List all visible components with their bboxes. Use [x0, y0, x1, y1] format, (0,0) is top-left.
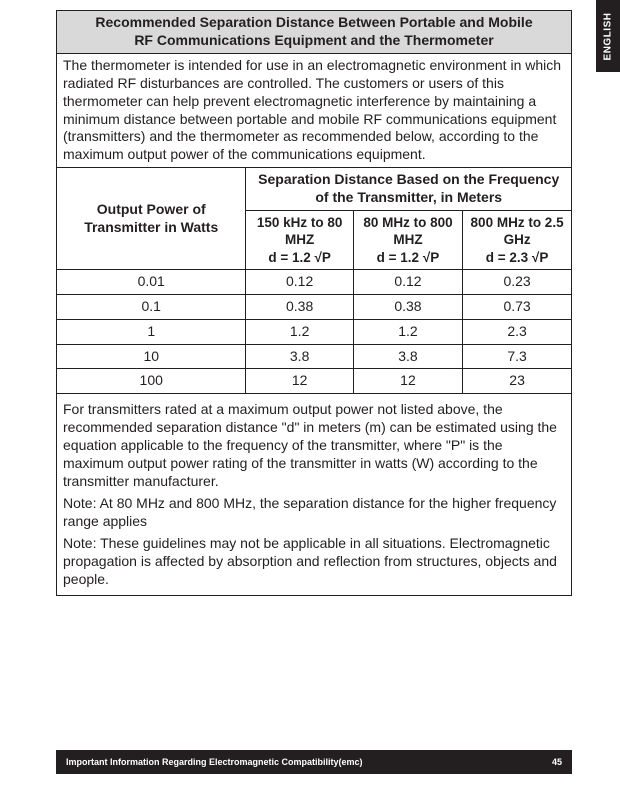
cell-val: 3.8 — [246, 344, 353, 369]
cell-val: 0.23 — [463, 269, 572, 294]
page-content: Recommended Separation Distance Between … — [0, 0, 620, 794]
footer-title: Important Information Regarding Electrom… — [66, 757, 363, 767]
col2-formula: d = 2.3 √P — [486, 250, 549, 265]
cell-val: 7.3 — [463, 344, 572, 369]
cell-val: 1.2 — [246, 319, 353, 344]
table-row: 10 3.8 3.8 7.3 — [57, 344, 572, 369]
cell-val: 0.38 — [353, 294, 462, 319]
cell-val: 0.12 — [246, 269, 353, 294]
table-row: 100 12 12 23 — [57, 369, 572, 394]
cell-val: 2.3 — [463, 319, 572, 344]
table-row: 1 1.2 1.2 2.3 — [57, 319, 572, 344]
cell-power: 0.1 — [57, 294, 246, 319]
cell-val: 0.38 — [246, 294, 353, 319]
cell-val: 0.12 — [353, 269, 462, 294]
cell-val: 3.8 — [353, 344, 462, 369]
table-title-line1: Recommended Separation Distance Between … — [95, 14, 532, 30]
cell-val: 0.73 — [463, 294, 572, 319]
table-row: 0.01 0.12 0.12 0.23 — [57, 269, 572, 294]
col0-formula: d = 1.2 √P — [268, 250, 331, 265]
table-intro: The thermometer is intended for use in a… — [57, 53, 572, 167]
page-footer: Important Information Regarding Electrom… — [56, 750, 572, 774]
table-title: Recommended Separation Distance Between … — [57, 11, 572, 54]
cell-power: 0.01 — [57, 269, 246, 294]
col-header-1: 80 MHz to 800 MHZ d = 1.2 √P — [353, 211, 462, 270]
note-paragraph-3: Note: These guidelines may not be applic… — [63, 535, 565, 589]
col-header-0: 150 kHz to 80 MHZ d = 1.2 √P — [246, 211, 353, 270]
cell-val: 1.2 — [353, 319, 462, 344]
cell-power: 100 — [57, 369, 246, 394]
cell-val: 12 — [353, 369, 462, 394]
power-header: Output Power of Transmitter in Watts — [57, 168, 246, 270]
separation-distance-table: Recommended Separation Distance Between … — [56, 10, 572, 596]
col1-formula: d = 1.2 √P — [377, 250, 440, 265]
col1-range: 80 MHz to 800 MHZ — [363, 215, 452, 247]
note-paragraph-2: Note: At 80 MHz and 800 MHz, the separat… — [63, 495, 565, 531]
col-header-2: 800 MHz to 2.5 GHz d = 2.3 √P — [463, 211, 572, 270]
note-paragraph-1: For transmitters rated at a maximum outp… — [63, 401, 565, 491]
cell-power: 10 — [57, 344, 246, 369]
cell-power: 1 — [57, 319, 246, 344]
table-row: 0.1 0.38 0.38 0.73 — [57, 294, 572, 319]
table-notes: For transmitters rated at a maximum outp… — [57, 394, 572, 596]
separation-header: Separation Distance Based on the Frequen… — [246, 168, 572, 211]
cell-val: 23 — [463, 369, 572, 394]
page-number: 45 — [552, 757, 562, 767]
cell-val: 12 — [246, 369, 353, 394]
col2-range: 800 MHz to 2.5 GHz — [471, 215, 564, 247]
col0-range: 150 kHz to 80 MHZ — [257, 215, 343, 247]
table-title-line2: RF Communications Equipment and the Ther… — [134, 32, 493, 48]
